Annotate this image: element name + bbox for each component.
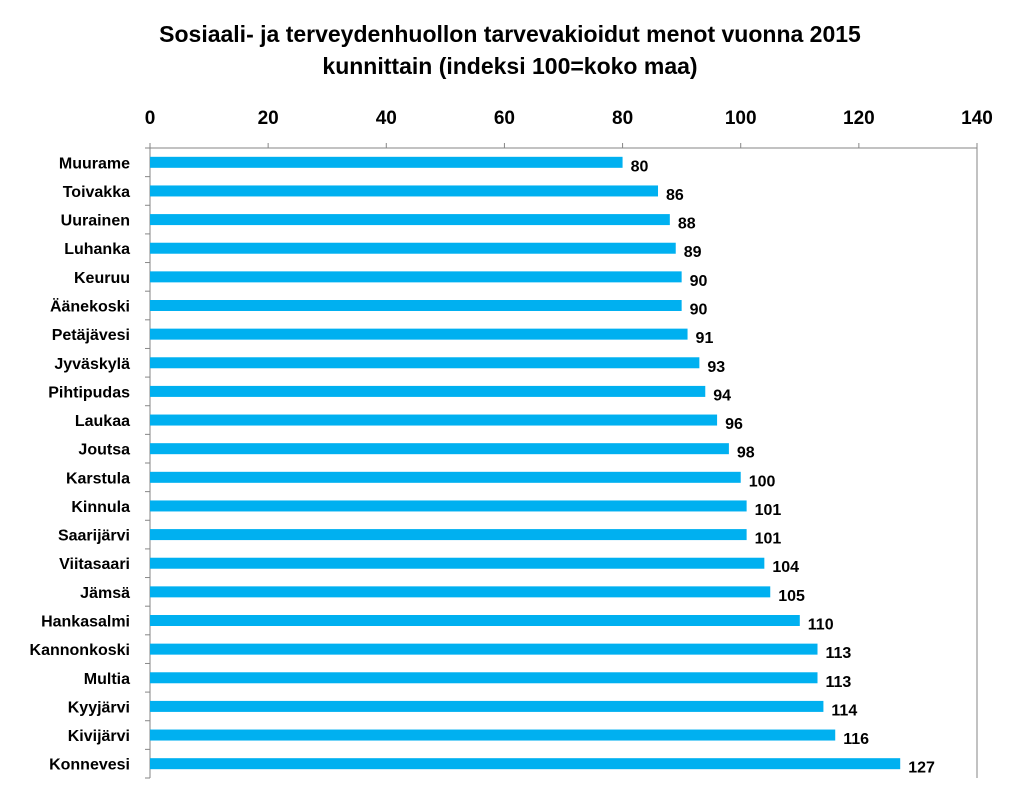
bar bbox=[150, 615, 800, 626]
category-label: Saarijärvi bbox=[58, 528, 130, 545]
bar bbox=[150, 700, 824, 712]
bar bbox=[150, 471, 741, 483]
bar bbox=[150, 385, 706, 397]
bar bbox=[150, 214, 670, 226]
category-label: Hankasalmi bbox=[41, 614, 130, 631]
category-label: Jämsä bbox=[80, 585, 130, 602]
data-label: 90 bbox=[690, 273, 708, 290]
data-label: 101 bbox=[755, 502, 782, 519]
x-tick-label: 140 bbox=[961, 108, 993, 129]
bar bbox=[150, 328, 688, 340]
category-label: Karstula bbox=[66, 470, 130, 487]
x-tick-label: 0 bbox=[145, 108, 156, 129]
bar bbox=[150, 242, 676, 254]
data-label: 105 bbox=[778, 588, 805, 605]
category-label: Luhanka bbox=[64, 241, 130, 258]
category-label: Pihtipudas bbox=[48, 384, 130, 401]
x-tick-label: 120 bbox=[843, 108, 875, 129]
bar bbox=[150, 729, 836, 741]
category-label: Kannonkoski bbox=[30, 642, 130, 659]
x-tick-label: 80 bbox=[612, 108, 633, 129]
bar bbox=[150, 300, 682, 311]
category-label: Äänekoski bbox=[50, 298, 130, 316]
x-axis: 0 20 40 60 80 100 120 140 bbox=[145, 108, 993, 148]
data-label: 80 bbox=[631, 158, 649, 175]
data-label: 104 bbox=[772, 559, 799, 576]
category-label: Viitasaari bbox=[59, 556, 130, 573]
bar bbox=[150, 271, 682, 283]
data-label: 91 bbox=[696, 330, 714, 347]
data-label: 93 bbox=[707, 359, 725, 376]
category-label: Kivijärvi bbox=[68, 728, 130, 745]
bar bbox=[150, 758, 901, 770]
data-label: 90 bbox=[690, 302, 708, 319]
bar bbox=[150, 643, 818, 655]
category-label: Laukaa bbox=[75, 413, 130, 430]
bar bbox=[150, 500, 747, 512]
category-label: Jyväskylä bbox=[54, 356, 130, 373]
bars bbox=[150, 156, 901, 770]
bar bbox=[150, 185, 659, 197]
category-label: Kinnula bbox=[71, 499, 130, 516]
category-label: Kyyjärvi bbox=[68, 699, 130, 716]
data-label: 127 bbox=[908, 760, 935, 777]
category-label: Multia bbox=[84, 671, 130, 688]
category-label: Uurainen bbox=[61, 213, 130, 230]
data-label: 89 bbox=[684, 244, 702, 261]
data-label: 101 bbox=[755, 531, 782, 548]
bar bbox=[150, 443, 729, 455]
data-label: 116 bbox=[843, 731, 869, 748]
data-label: 94 bbox=[713, 387, 731, 404]
data-label: 100 bbox=[749, 473, 776, 490]
data-label: 113 bbox=[826, 645, 852, 662]
category-label: Muurame bbox=[59, 155, 130, 172]
bar bbox=[150, 357, 700, 369]
bar bbox=[150, 672, 818, 684]
data-label: 114 bbox=[831, 702, 857, 719]
x-tick-label: 100 bbox=[725, 108, 757, 129]
chart-title-line1: Sosiaali- ja terveydenhuollon tarvevakio… bbox=[159, 21, 861, 47]
data-label: 98 bbox=[737, 445, 755, 462]
bar bbox=[150, 557, 765, 569]
bar bbox=[150, 414, 718, 426]
bar bbox=[150, 529, 747, 541]
chart-title: Sosiaali- ja terveydenhuollon tarvevakio… bbox=[0, 18, 1020, 82]
data-label: 110 bbox=[808, 617, 834, 634]
data-label: 86 bbox=[666, 187, 684, 204]
x-tick-label: 40 bbox=[376, 108, 397, 129]
x-tick-label: 60 bbox=[494, 108, 515, 129]
bar bbox=[150, 156, 623, 168]
plot-frame bbox=[145, 147, 978, 779]
bar bbox=[150, 586, 771, 598]
category-labels: Muurame Toivakka Uurainen Luhanka Keuruu Ääne… bbox=[30, 155, 131, 773]
category-label: Toivakka bbox=[63, 184, 130, 201]
chart-title-line2: kunnittain (indeksi 100=koko maa) bbox=[322, 53, 698, 79]
data-label: 88 bbox=[678, 216, 696, 233]
data-labels: 80 86 88 89 90 90 91 93 94 96 98 100 101 101 104 105110… bbox=[631, 158, 935, 776]
category-label: Joutsa bbox=[78, 442, 130, 459]
data-label: 113 bbox=[826, 674, 852, 691]
category-label: Konnevesi bbox=[49, 757, 130, 774]
category-label: Keuruu bbox=[74, 270, 130, 287]
x-tick-label: 20 bbox=[258, 108, 279, 129]
category-label: Petäjävesi bbox=[52, 327, 130, 344]
data-label: 96 bbox=[725, 416, 743, 433]
